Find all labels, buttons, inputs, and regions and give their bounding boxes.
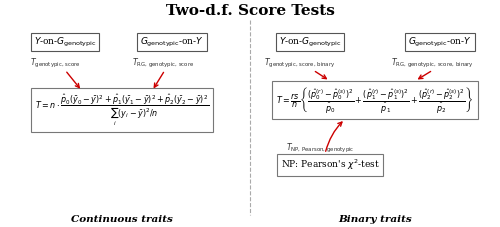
Text: Continuous traits: Continuous traits [71,215,173,225]
Text: $T_{\mathrm{RG,\, genotypic,\, score}}$: $T_{\mathrm{RG,\, genotypic,\, score}}$ [132,57,194,70]
Text: $Y$-on-$G_{\mathrm{genotypic}}$: $Y$-on-$G_{\mathrm{genotypic}}$ [278,35,342,49]
Text: Two-d.f. Score Tests: Two-d.f. Score Tests [166,4,334,18]
Text: $T_{\mathrm{NP,\, Pearson,\, genotypic}}$: $T_{\mathrm{NP,\, Pearson,\, genotypic}}… [286,141,354,155]
Text: $T = n \cdot \dfrac{\hat{p}_0(\bar{y}_0 - \bar{y})^2 + \hat{p}_1(\bar{y}_1 - \ba: $T = n \cdot \dfrac{\hat{p}_0(\bar{y}_0 … [35,92,209,128]
Text: $T = \dfrac{rs}{n}\left\{\dfrac{(\hat{p}_0^{(r)} - \hat{p}_0^{(s)})^2}{\hat{p}_0: $T = \dfrac{rs}{n}\left\{\dfrac{(\hat{p}… [276,85,473,115]
Text: Binary traits: Binary traits [338,215,412,225]
Text: NP: Pearson's $\chi^2$-test: NP: Pearson's $\chi^2$-test [280,158,380,172]
Text: $T_{\mathrm{genotypic,\, score,\, binary}}$: $T_{\mathrm{genotypic,\, score,\, binary… [264,57,336,70]
Text: $G_{\mathrm{genotypic}}$-on-$Y$: $G_{\mathrm{genotypic}}$-on-$Y$ [408,35,472,49]
Text: $G_{\mathrm{genotypic}}$-on-$Y$: $G_{\mathrm{genotypic}}$-on-$Y$ [140,35,204,49]
Text: $T_{\mathrm{genotypic,\, score}}$: $T_{\mathrm{genotypic,\, score}}$ [30,57,80,70]
Text: $T_{\mathrm{RG,\, genotypic,\, score,\, binary}}$: $T_{\mathrm{RG,\, genotypic,\, score,\, … [390,57,473,70]
Text: $Y$-on-$G_{\mathrm{genotypic}}$: $Y$-on-$G_{\mathrm{genotypic}}$ [34,35,96,49]
